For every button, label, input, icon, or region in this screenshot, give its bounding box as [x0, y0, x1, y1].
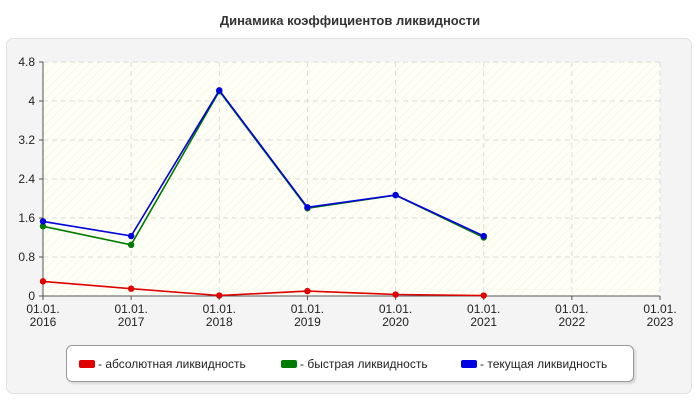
series-current — [39, 87, 487, 240]
legend-item-absolute[interactable]: - абсолютная ликвидность — [79, 346, 246, 381]
data-point-absolute[interactable] — [216, 292, 223, 299]
data-point-current[interactable] — [39, 218, 47, 225]
y-tick-label: 2.4 — [18, 172, 35, 186]
x-tick-label: 01.01. 2016 — [26, 302, 59, 329]
data-point-current[interactable] — [127, 232, 135, 240]
data-point-quick[interactable] — [39, 223, 47, 230]
legend-label-current: - текущая ликвидность — [480, 356, 608, 371]
x-tick-label: 01.01. 2023 — [643, 302, 676, 329]
y-tick-label: 4.8 — [18, 55, 35, 69]
x-tick-label: 01.01. 2018 — [203, 302, 236, 329]
y-tick-label: 1.6 — [18, 211, 35, 225]
y-tick-label: 0.8 — [18, 250, 35, 264]
legend-swatch-current — [461, 359, 477, 368]
data-point-absolute[interactable] — [392, 291, 399, 298]
data-point-absolute[interactable] — [480, 292, 487, 299]
y-tick-label: 0 — [28, 289, 35, 303]
x-tick-label: 01.01. 2021 — [467, 302, 500, 329]
legend-swatch-absolute — [79, 359, 95, 368]
legend-item-quick[interactable]: - быстрая ликвидность — [281, 346, 428, 381]
data-point-absolute[interactable] — [127, 285, 135, 292]
x-tick-label: 01.01. 2017 — [114, 302, 147, 329]
series-absolute — [39, 278, 487, 299]
data-point-quick[interactable] — [127, 241, 135, 249]
legend-swatch-quick — [281, 359, 297, 368]
series-line-absolute — [42, 280, 484, 297]
x-tick-label: 01.01. 2020 — [379, 302, 412, 329]
data-point-current[interactable] — [216, 87, 223, 94]
legend: - абсолютная ликвидность - быстрая ликви… — [66, 345, 634, 382]
data-point-absolute[interactable] — [304, 287, 311, 295]
legend-item-current[interactable]: - текущая ликвидность — [461, 346, 607, 381]
legend-label-absolute: - абсолютная ликвидность — [98, 356, 246, 371]
data-point-current[interactable] — [392, 191, 399, 199]
x-tick-label: 01.01. 2019 — [291, 302, 324, 329]
data-point-current[interactable] — [480, 232, 487, 240]
legend-label-quick: - быстрая ликвидность — [300, 356, 428, 371]
y-tick-label: 3.2 — [18, 133, 35, 147]
x-tick-label: 01.01. 2022 — [555, 302, 588, 329]
series-line-current — [42, 88, 485, 237]
data-point-absolute[interactable] — [39, 278, 47, 285]
data-point-current[interactable] — [304, 204, 311, 211]
y-tick-label: 4 — [28, 94, 35, 108]
chart-title: Динамика коэффициентов ликвидности — [219, 13, 481, 28]
tick-labels: 0 0.8 1.6 2.4 3.2 4 4.8 01.01. 2016 01.01. 2017 01.… — [18, 55, 676, 329]
series-layer — [39, 87, 487, 299]
